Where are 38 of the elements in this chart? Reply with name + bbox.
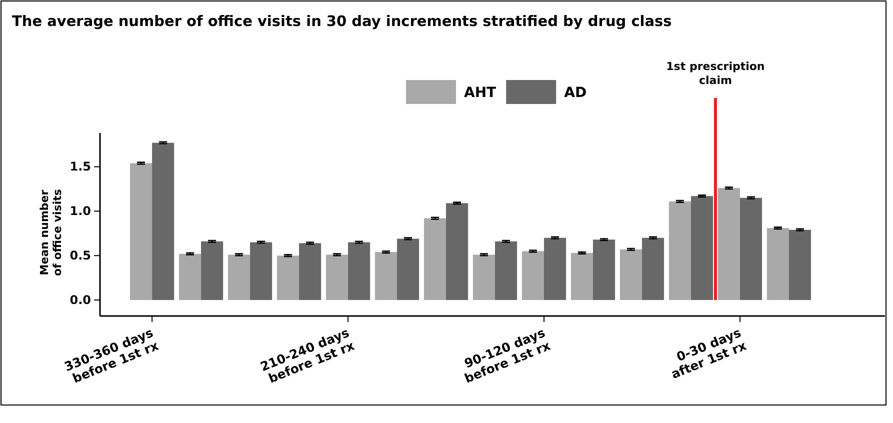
bar xyxy=(299,243,322,300)
bar xyxy=(326,254,348,300)
bar xyxy=(642,238,664,300)
bar xyxy=(472,254,495,300)
bar xyxy=(494,241,518,300)
bar xyxy=(788,230,811,300)
bar xyxy=(740,198,762,300)
bar xyxy=(228,254,250,300)
bar xyxy=(718,188,740,300)
bar xyxy=(424,218,446,300)
bar xyxy=(620,249,642,300)
bar xyxy=(250,242,272,300)
bar xyxy=(374,252,398,300)
bar xyxy=(766,228,789,300)
bar xyxy=(592,240,616,300)
y-tick-label: 0.0 xyxy=(70,292,91,307)
y-axis-title: Mean number of office visits xyxy=(38,188,64,276)
y-tick-label: 0.5 xyxy=(70,248,91,262)
bar xyxy=(152,142,174,300)
bar xyxy=(570,252,593,300)
bar xyxy=(668,201,691,300)
bar xyxy=(690,196,714,300)
bar xyxy=(348,242,370,300)
bar xyxy=(544,238,566,300)
chart-title: The average number of office visits in 30 day increments stratified by drug class xyxy=(12,14,672,30)
bar xyxy=(446,203,468,300)
bar xyxy=(178,254,202,300)
y-tick-label: 1.5 xyxy=(70,160,91,174)
bar xyxy=(276,256,300,300)
legend-label: AHT xyxy=(464,85,497,101)
bar xyxy=(522,251,544,300)
bar xyxy=(397,238,420,300)
bar xyxy=(201,241,224,300)
text: 1st prescription claim xyxy=(666,60,765,87)
x-tick-label: 0-30 days after 1st rx xyxy=(668,324,748,382)
bar xyxy=(130,163,152,300)
y-tick-label: 1.0 xyxy=(70,204,91,218)
legend-label: AD xyxy=(564,85,587,101)
